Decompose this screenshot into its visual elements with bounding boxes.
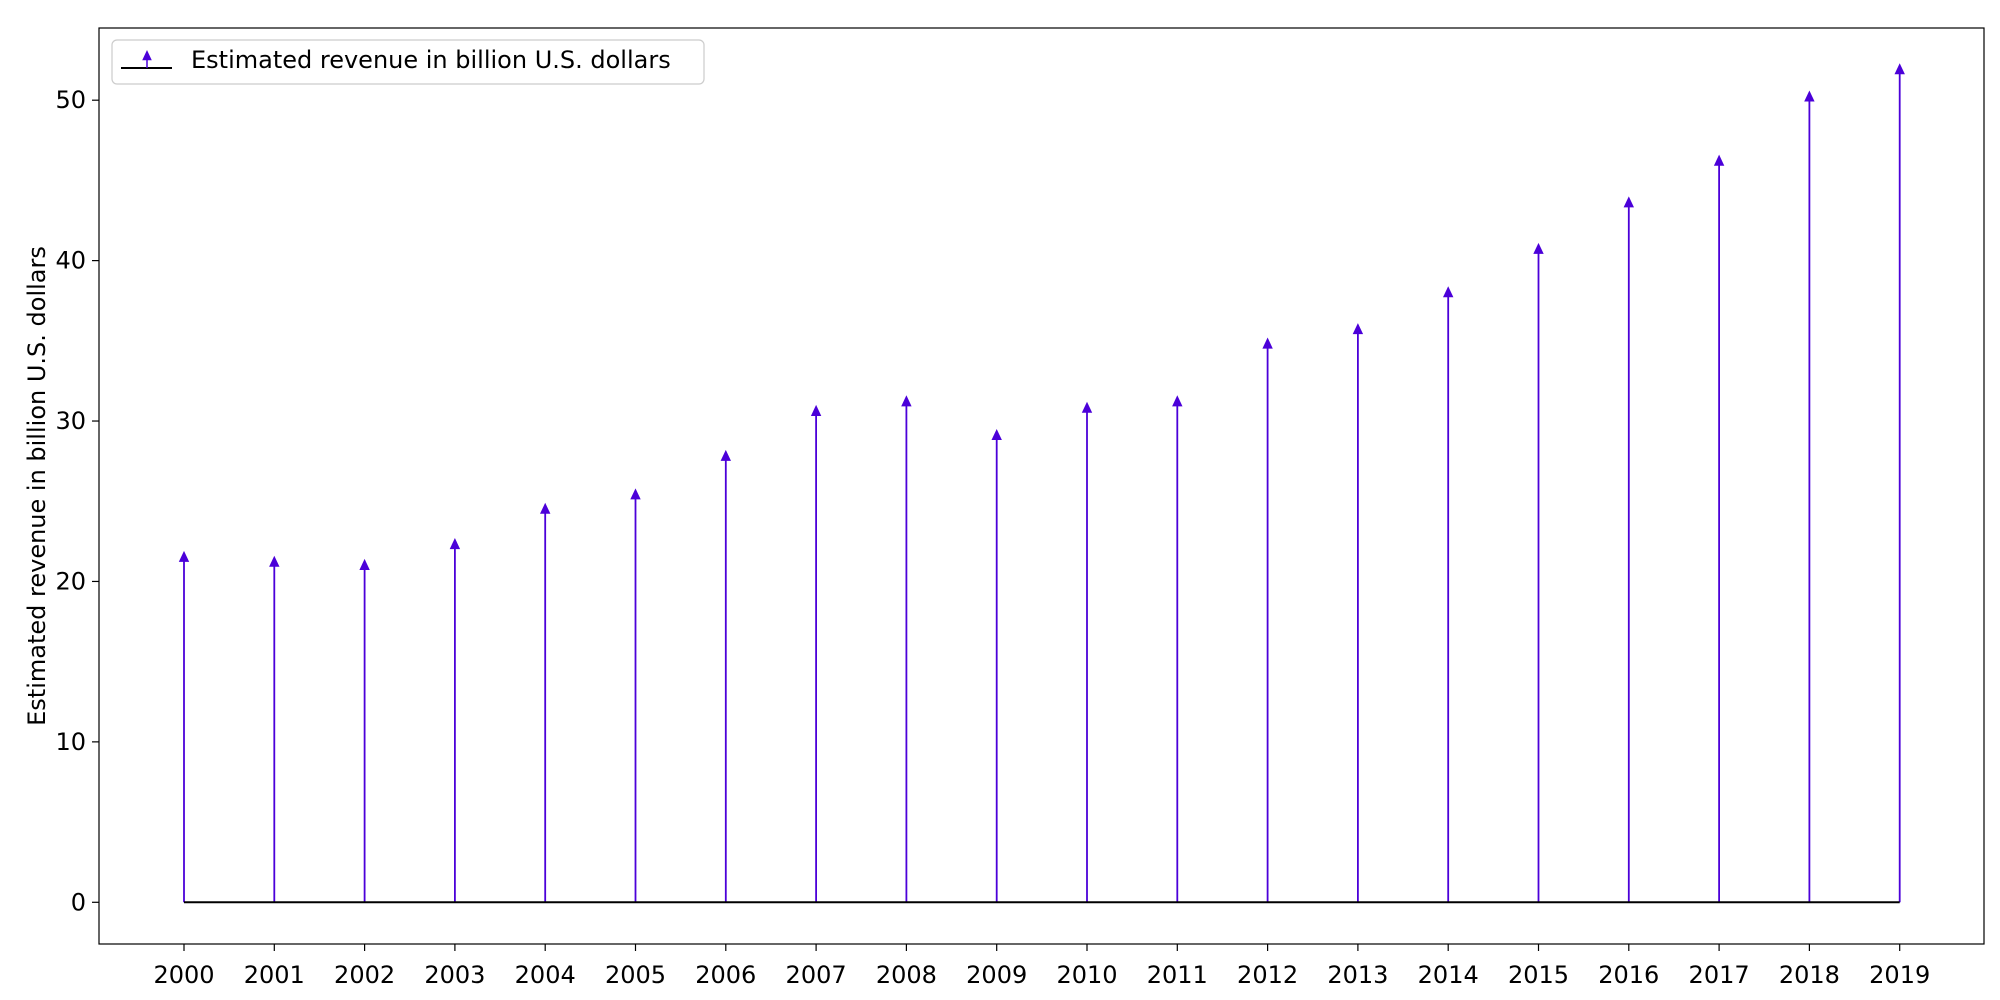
stem-marker	[1623, 196, 1634, 208]
stem-marker	[449, 538, 461, 550]
x-tick-label: 2012	[1237, 961, 1298, 989]
x-tick-label: 2004	[515, 961, 576, 989]
y-tick-label: 50	[55, 86, 86, 114]
x-axis-ticks: 2000 2001 2002 2003 2004 2005 2006 2007 2008 2009…	[153, 944, 1930, 989]
y-tick-label: 20	[55, 567, 86, 595]
y-tick-label: 10	[55, 728, 86, 756]
x-tick-label: 2013	[1327, 961, 1388, 989]
y-axis-ticks: 0 10 20 30 40 50	[55, 86, 99, 916]
x-tick-label: 2007	[786, 961, 847, 989]
x-tick-label: 2003	[424, 961, 485, 989]
plot-area	[178, 63, 1905, 904]
x-tick-label: 2018	[1779, 961, 1840, 989]
stem-marker	[269, 555, 280, 567]
stem-marker	[540, 502, 551, 514]
legend: Estimated revenue in billion U.S. dollar…	[111, 39, 705, 85]
stem-marker	[630, 488, 641, 500]
stem-marker	[720, 449, 731, 461]
x-tick-label: 2002	[334, 961, 395, 989]
x-tick-label: 2009	[966, 961, 1027, 989]
y-tick-label: 30	[55, 407, 86, 435]
stem-marker	[1804, 90, 1815, 102]
stem-marker	[991, 428, 1002, 441]
y-axis-label: Estimated revenue in billion U.S. dollar…	[23, 246, 51, 726]
stem-marker	[1172, 395, 1183, 407]
x-tick-label: 2005	[605, 961, 666, 989]
x-tick-label: 2000	[153, 961, 214, 989]
x-tick-label: 2016	[1598, 961, 1659, 989]
x-tick-label: 2006	[695, 961, 756, 989]
legend-marker-icon	[142, 50, 152, 61]
stem-marker	[178, 550, 190, 562]
legend-box	[111, 39, 705, 85]
x-tick-label: 2001	[244, 961, 305, 989]
stem-marker	[1262, 337, 1273, 349]
stem-marker	[1533, 242, 1544, 254]
x-tick-label: 2010	[1056, 961, 1117, 989]
stem-marker	[1443, 286, 1454, 298]
axes-frame	[98, 27, 1985, 945]
x-tick-label: 2019	[1869, 961, 1930, 989]
stem-marker	[901, 395, 912, 407]
x-tick-label: 2011	[1147, 961, 1208, 989]
stem-marker	[1352, 323, 1364, 335]
stem-marker	[1081, 401, 1093, 413]
x-tick-label: 2015	[1508, 961, 1569, 989]
legend-entry-label: Estimated revenue in billion U.S. dollar…	[191, 46, 671, 74]
y-tick-label: 0	[71, 888, 86, 916]
x-tick-label: 2017	[1689, 961, 1750, 989]
x-tick-label: 2008	[876, 961, 937, 989]
y-tick-label: 40	[55, 247, 86, 275]
stem-marker	[810, 404, 822, 416]
stem-marker	[1894, 63, 1905, 75]
x-tick-label: 2014	[1418, 961, 1479, 989]
stem-marker	[1713, 154, 1725, 166]
stem-marker	[359, 558, 370, 570]
